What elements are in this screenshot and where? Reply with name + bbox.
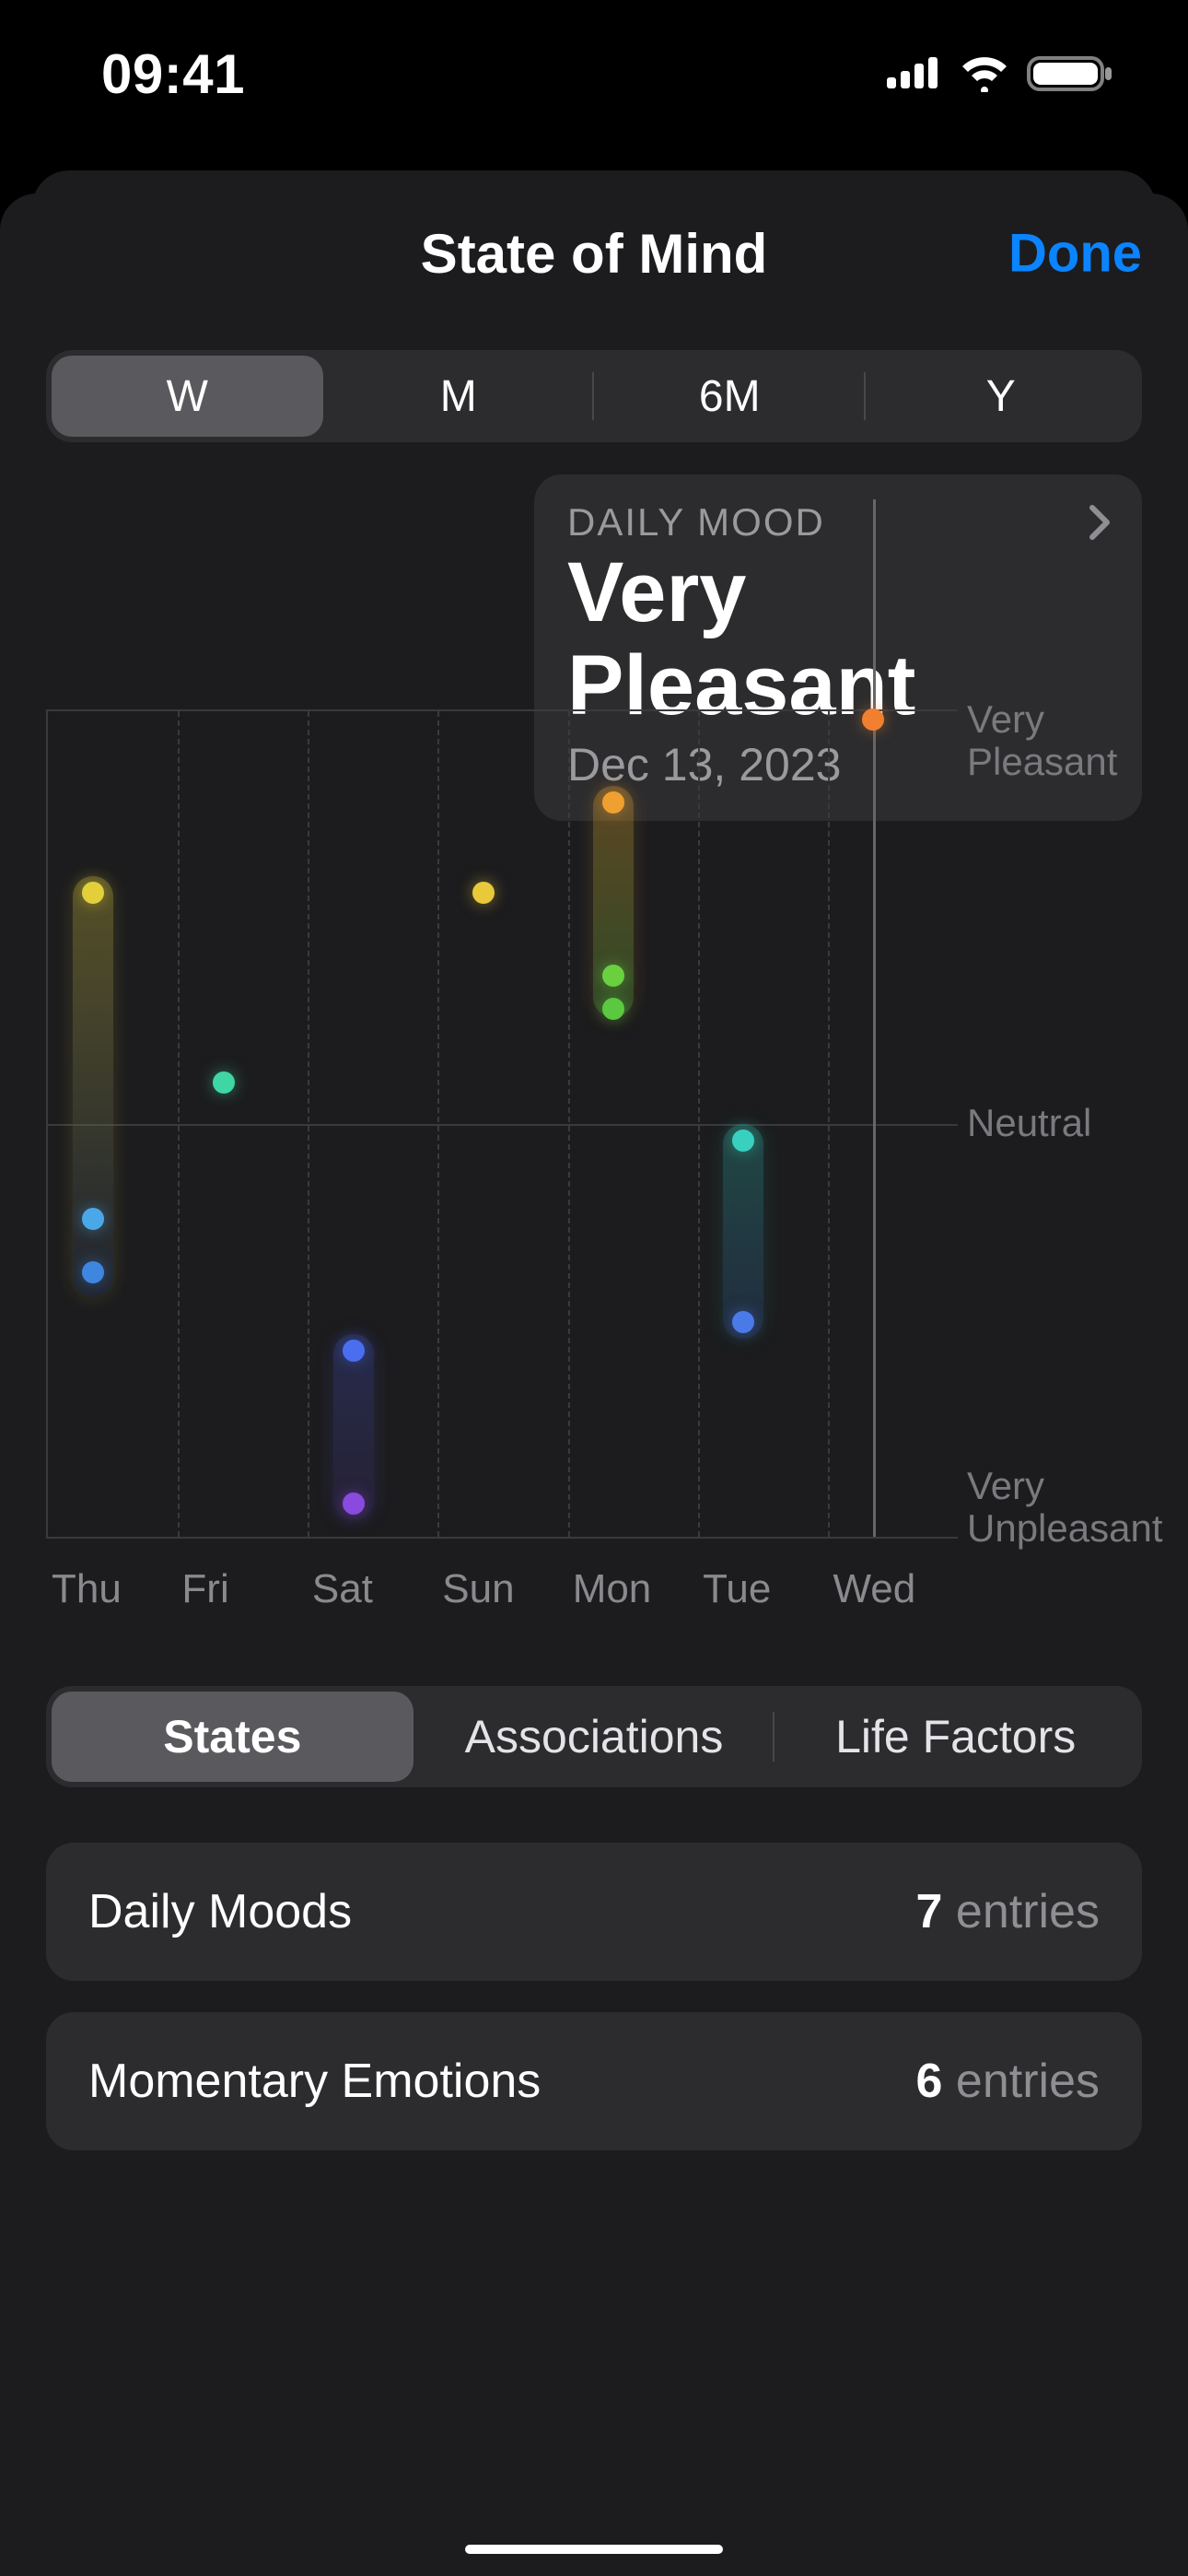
range-tab-m[interactable]: M (323, 356, 595, 437)
chart-y-label: VeryPleasant (967, 698, 1117, 783)
chart-x-label: Thu (46, 1548, 176, 1631)
mood-point (732, 1311, 754, 1333)
nav-bar: State of Mind Done (0, 193, 1188, 313)
chart-x-axis: ThuFriSatSunMonTueWed (46, 1548, 958, 1631)
chart-plot[interactable] (46, 709, 958, 1539)
chart-y-labels: VeryPleasantNeutralVeryUnpleasant (967, 709, 1160, 1539)
mood-point (602, 965, 624, 987)
mood-range-bar (73, 876, 113, 1297)
chart-day-column[interactable] (568, 711, 698, 1537)
chart-x-label: Mon (567, 1548, 697, 1631)
chart-x-label: Sun (437, 1548, 566, 1631)
section-tab-states[interactable]: States (52, 1692, 413, 1782)
mood-range-bar (723, 1124, 763, 1339)
list-item-label: Momentary Emotions (88, 2054, 541, 2109)
list-item[interactable]: Momentary Emotions 6 entries (46, 2012, 1142, 2150)
mood-point (862, 708, 884, 731)
status-time: 09:41 (101, 42, 245, 106)
chart-day-column[interactable] (308, 711, 437, 1537)
chart-day-column[interactable] (828, 711, 958, 1537)
battery-icon (1027, 54, 1114, 93)
list-item-value: 7 entries (916, 1884, 1100, 1939)
status-icons (887, 54, 1114, 93)
list-item[interactable]: Daily Moods 7 entries (46, 1843, 1142, 1981)
wifi-icon (959, 55, 1010, 92)
mood-point (602, 998, 624, 1020)
chevron-right-icon (1087, 504, 1112, 541)
range-tab-y[interactable]: Y (866, 356, 1137, 437)
states-list: Daily Moods 7 entries Momentary Emotions 6 … (46, 1843, 1142, 2182)
mood-point (602, 791, 624, 814)
chart-x-label: Wed (828, 1548, 958, 1631)
time-range-segmented[interactable]: WM6MY (46, 350, 1142, 442)
mood-point (732, 1130, 754, 1152)
chart-x-label: Tue (697, 1548, 827, 1631)
chart-day-column[interactable] (178, 711, 308, 1537)
chart-day-column[interactable] (437, 711, 567, 1537)
mood-chart[interactable]: VeryPleasantNeutralVeryUnpleasant ThuFri… (46, 709, 1160, 1631)
mood-point (472, 882, 495, 904)
page-title: State of Mind (421, 222, 768, 286)
range-tab-6m[interactable]: 6M (594, 356, 866, 437)
status-bar: 09:41 (0, 0, 1188, 147)
mood-point (213, 1071, 235, 1094)
mood-point (82, 1208, 104, 1230)
sheet: State of Mind Done WM6MY DAILY MOOD Very… (0, 193, 1188, 2576)
chart-y-label: Neutral (967, 1102, 1091, 1144)
section-tab-associations[interactable]: Associations (413, 1692, 775, 1782)
list-item-label: Daily Moods (88, 1884, 352, 1939)
chart-x-label: Fri (176, 1548, 306, 1631)
cellular-icon (887, 55, 942, 92)
chart-y-label: VeryUnpleasant (967, 1465, 1162, 1550)
range-tab-w[interactable]: W (52, 356, 323, 437)
mood-point (343, 1493, 365, 1515)
home-indicator[interactable] (465, 2545, 723, 2554)
mood-point (343, 1340, 365, 1362)
chart-day-column[interactable] (698, 711, 828, 1537)
list-item-value: 6 entries (916, 2054, 1100, 2109)
section-tab-life-factors[interactable]: Life Factors (775, 1692, 1136, 1782)
done-button[interactable]: Done (1008, 223, 1142, 285)
tooltip-label: DAILY MOOD (567, 500, 1109, 544)
section-segmented[interactable]: StatesAssociationsLife Factors (46, 1686, 1142, 1787)
mood-point (82, 1261, 104, 1283)
mood-point (82, 882, 104, 904)
chart-x-label: Sat (307, 1548, 437, 1631)
chart-day-column[interactable] (48, 711, 178, 1537)
